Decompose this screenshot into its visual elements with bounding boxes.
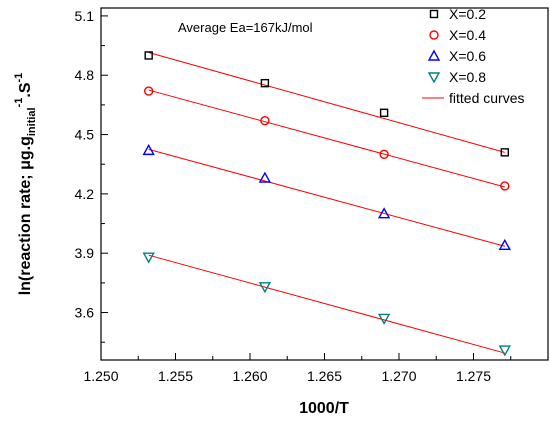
x-tick-label: 1.255 [158,368,193,384]
x-tick-label: 1.275 [456,368,491,384]
data-point [498,345,511,357]
y-tick-label: 3.9 [75,245,95,261]
x-tick-label: 1.250 [83,368,118,384]
data-point [260,78,270,88]
data-point [142,143,155,156]
data-point [377,207,391,219]
legend-label: X=0.8 [449,69,486,85]
legend-marker [429,30,439,40]
fitted-line-3 [148,148,505,247]
activation-energy-annotation: Average Ea=167kJ/mol [178,20,313,35]
x-tick-label: 1.270 [381,368,416,384]
data-point [498,238,511,251]
legend-marker [427,72,441,84]
data-point [144,51,153,60]
legend: X=0.2 X=0.4 X=0.6 X=0.8 fitted curves [422,6,524,106]
y-tick-label: 5.1 [75,8,95,24]
x-tick-label: 1.260 [232,368,267,384]
y-tick-label: 4.2 [75,186,95,202]
legend-label: X=0.4 [449,27,486,43]
fitted-line-1 [148,52,505,153]
fitted-line-4 [148,254,505,354]
legend-marker [429,9,439,19]
data-point [260,116,270,126]
data-point [500,181,510,191]
x-axis: 1.250 1.255 1.260 1.265 1.270 1.275 [83,353,512,384]
data-point [500,148,509,157]
y-tick-label: 4.5 [75,127,95,143]
data-point [142,252,155,264]
y-axis-title: ln(reaction rate; μg.ginitial-1.S-1 [13,73,38,296]
x-axis-title: 1000/T [299,400,349,417]
data-point [258,282,272,294]
legend-label: X=0.2 [449,6,486,22]
x-tick-label: 1.265 [307,368,342,384]
data-point [143,86,154,96]
fitted-lines [148,52,505,354]
data-point [379,108,389,118]
y-tick-label: 4.8 [75,67,95,83]
legend-label: fitted curves [449,90,524,106]
data-point [377,313,391,325]
data-point [258,171,272,183]
y-tick-label: 3.6 [75,305,95,321]
fitted-line-2 [148,89,505,188]
legend-marker [427,49,441,61]
y-axis: 3.6 3.9 4.2 4.5 4.8 5.1 [75,8,108,343]
data-point [379,149,389,160]
data-points [142,51,511,357]
legend-label: X=0.6 [449,48,486,64]
